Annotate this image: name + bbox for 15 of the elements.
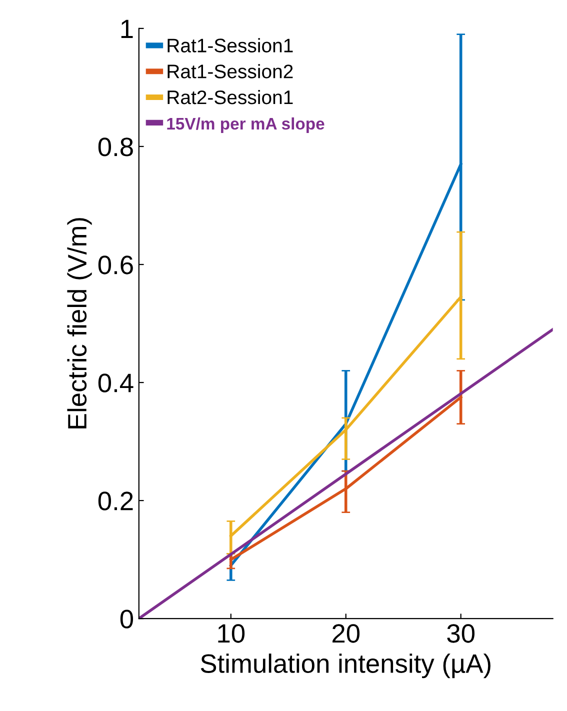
- legend-label: 15V/m per mA slope: [167, 117, 324, 133]
- y-tick-label: 1: [121, 20, 133, 38]
- x-axis-title: Stimulation intensity (µA): [200, 654, 490, 678]
- y-tick-label: 0.4: [98, 374, 134, 392]
- y-tick-label: 0.6: [98, 256, 133, 274]
- x-tick-label: 20: [332, 624, 360, 643]
- y-tick-label: 0: [120, 610, 134, 628]
- y-axis-title: Electric field (V/m): [67, 218, 92, 428]
- y-tick-label: 0.8: [98, 138, 133, 156]
- legend-label: Rat1-Session1: [168, 38, 293, 52]
- x-tick-label: 30: [447, 624, 474, 643]
- legend-label: Rat1-Session2: [168, 64, 293, 78]
- x-tick-label: 10: [218, 624, 245, 643]
- y-tick-label: 0.2: [98, 492, 133, 510]
- legend-label: Rat2-Session1: [168, 90, 293, 104]
